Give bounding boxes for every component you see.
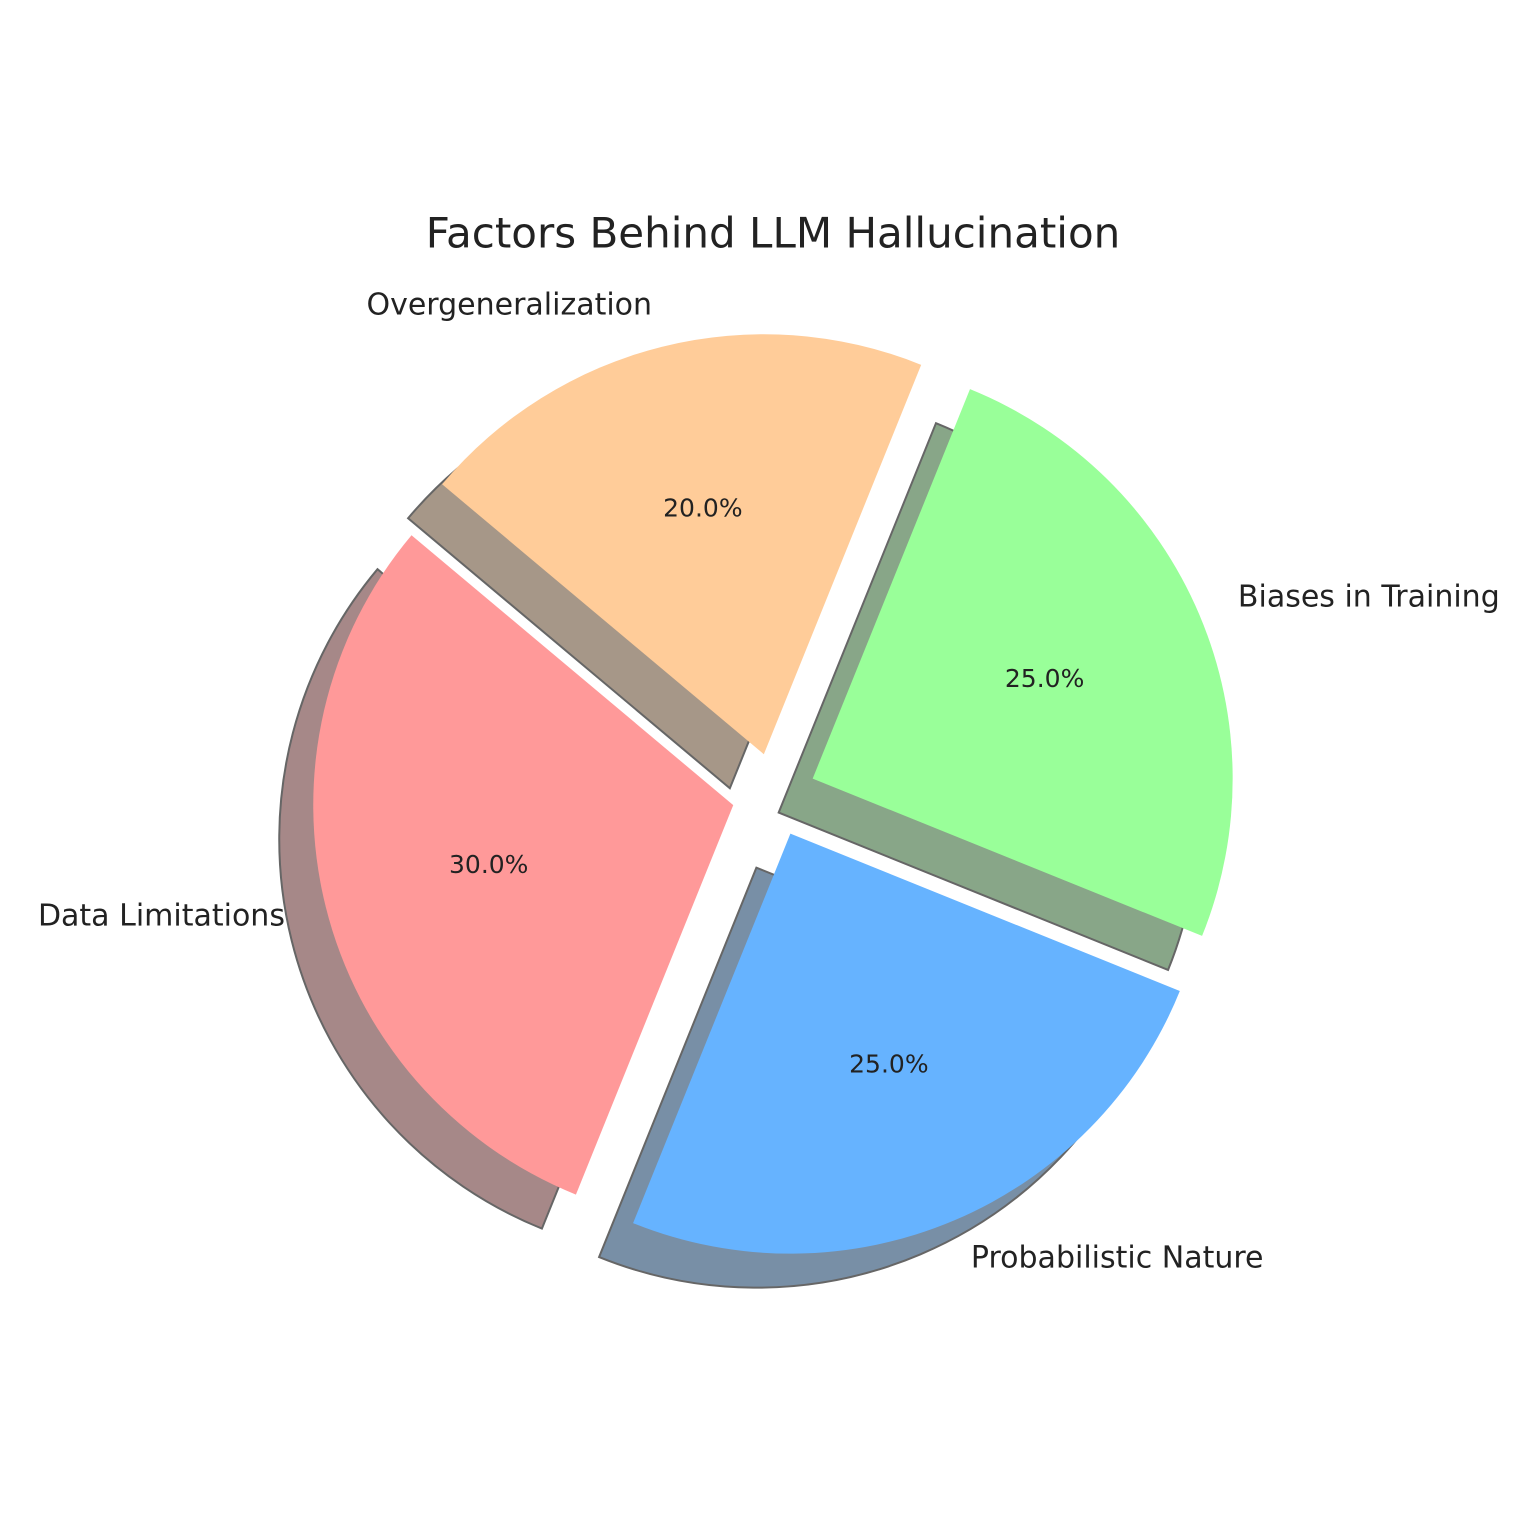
value-label: 25.0%	[849, 1050, 928, 1079]
slice	[442, 334, 922, 755]
slice	[313, 535, 734, 1195]
value-label: 20.0%	[663, 494, 742, 523]
slice-label: Probabilistic Nature	[971, 1240, 1264, 1275]
slice	[812, 389, 1233, 936]
slice	[633, 833, 1180, 1254]
value-label: 30.0%	[449, 850, 528, 879]
chart-title: Factors Behind LLM Hallucination	[426, 209, 1121, 258]
slice-label: Data Limitations	[38, 898, 285, 933]
slice-label: Biases in Training	[1238, 580, 1500, 615]
value-label: 25.0%	[1005, 664, 1084, 693]
slice-label: Overgeneralization	[366, 287, 652, 322]
